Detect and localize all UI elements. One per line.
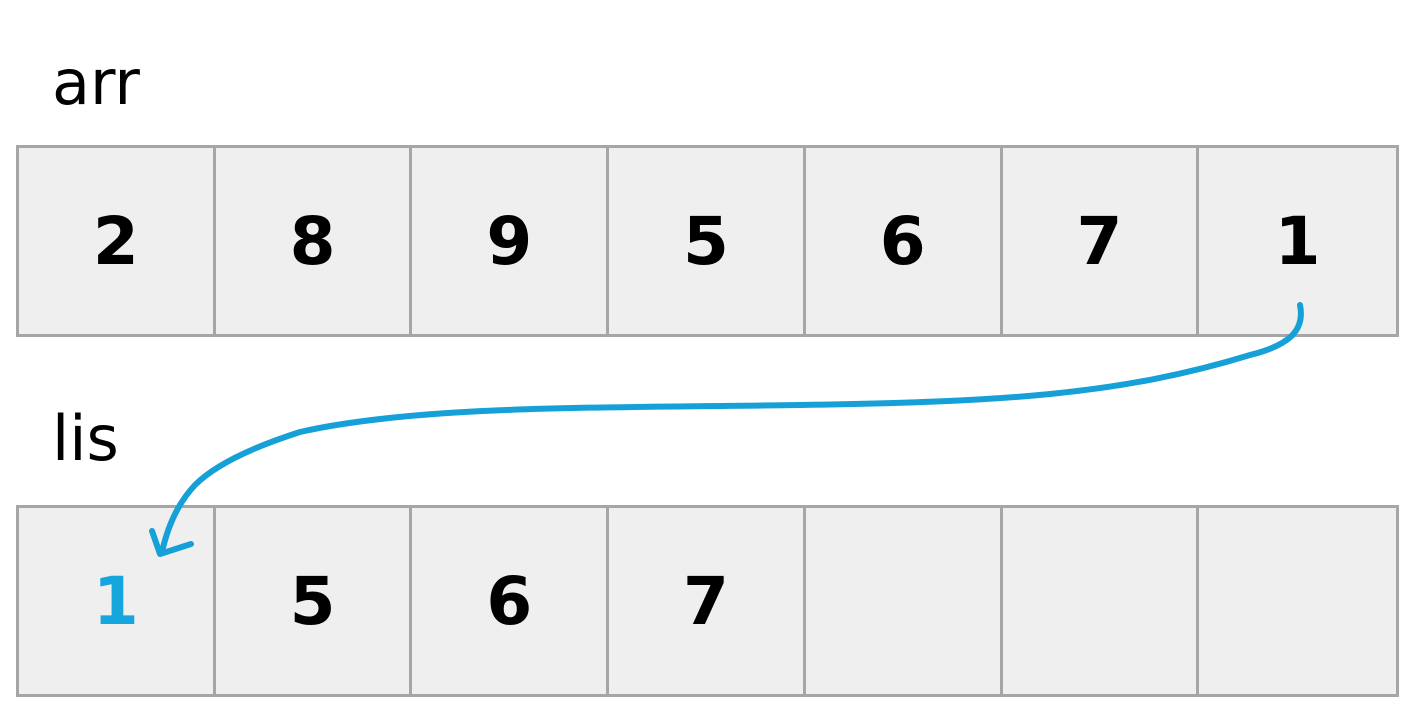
arr-array: 2 8 9 5 6 7 1 <box>16 145 1399 337</box>
arr-cell-4: 6 <box>806 148 1003 334</box>
lis-cell-2: 6 <box>412 508 610 694</box>
lis-cell-4 <box>806 508 1003 694</box>
lis-label: lis <box>52 402 119 475</box>
arr-cell-0: 2 <box>19 148 216 334</box>
lis-cell-3: 7 <box>609 508 806 694</box>
lis-cell-5 <box>1003 508 1200 694</box>
arr-cell-5: 7 <box>1003 148 1200 334</box>
arr-cell-2: 9 <box>412 148 610 334</box>
lis-cell-1: 5 <box>216 508 413 694</box>
arr-cell-1: 8 <box>216 148 413 334</box>
arr-cell-3: 5 <box>609 148 806 334</box>
arr-cell-6: 1 <box>1274 202 1321 280</box>
lis-cell-0: 1 <box>19 508 216 694</box>
lis-cell-6 <box>1199 508 1396 694</box>
arr-label: arr <box>52 46 140 119</box>
lis-array: 1 5 6 7 <box>16 505 1399 697</box>
